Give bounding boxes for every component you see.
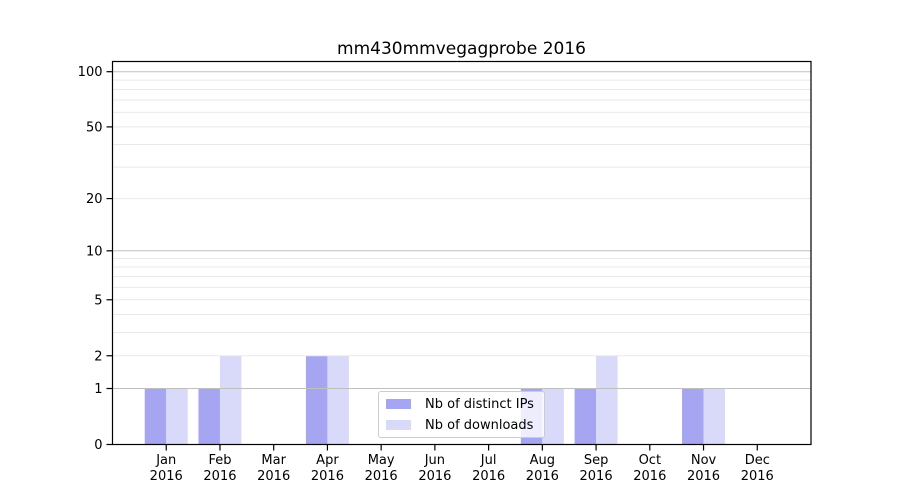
x-tick-label-month: May xyxy=(368,453,395,468)
x-tick-label-year: 2016 xyxy=(580,469,613,484)
bar-downloads-apr xyxy=(327,355,349,445)
x-tick-label-month: Feb xyxy=(208,453,231,468)
y-tick-label: 100 xyxy=(78,65,103,80)
x-tick-label-month: Apr xyxy=(316,453,339,468)
legend: Nb of distinct IPs Nb of downloads xyxy=(378,391,545,438)
x-tick-label-year: 2016 xyxy=(526,469,559,484)
legend-label-downloads: Nb of downloads xyxy=(425,417,534,433)
x-tick-label-month: Oct xyxy=(639,453,661,468)
bar-downloads-nov xyxy=(703,388,726,445)
y-tick-label: 5 xyxy=(94,293,102,308)
x-tick-label-year: 2016 xyxy=(418,469,451,484)
y-tick-label: 20 xyxy=(86,192,103,207)
plot-border xyxy=(111,60,812,446)
chart-title: mm430mmvegagprobe 2016 xyxy=(337,39,586,59)
bar-downloads-feb xyxy=(219,355,242,445)
x-tick-label-month: Jun xyxy=(424,453,445,468)
bar-ips-nov xyxy=(682,388,704,445)
x-tick-label-month: Aug xyxy=(530,453,555,468)
x-tick-label-year: 2016 xyxy=(741,469,774,484)
x-tick-label-year: 2016 xyxy=(150,469,183,484)
x-tick-label-month: Mar xyxy=(261,453,286,468)
legend-entry-downloads: Nb of downloads xyxy=(386,415,544,435)
bar-downloads-jan xyxy=(166,388,188,445)
x-tick-label-month: Jul xyxy=(480,453,497,468)
x-tick-label-month: Dec xyxy=(745,453,770,468)
bar-ips-sep xyxy=(574,388,597,445)
x-tick-label-year: 2016 xyxy=(472,469,505,484)
y-tick-label: 0 xyxy=(94,438,102,453)
x-tick-label-year: 2016 xyxy=(365,469,398,484)
x-tick-label-year: 2016 xyxy=(257,469,290,484)
x-tick-label-year: 2016 xyxy=(311,469,344,484)
bar-ips-jan xyxy=(144,388,167,445)
bar-downloads-aug xyxy=(542,388,564,445)
bar-ips-apr xyxy=(305,355,328,445)
x-tick-label-month: Sep xyxy=(584,453,609,468)
x-tick-label-month: Nov xyxy=(691,453,717,468)
legend-swatch-downloads xyxy=(386,420,411,430)
legend-swatch-distinct-ips xyxy=(386,399,411,409)
y-tick-label: 2 xyxy=(94,349,102,364)
x-tick-label-year: 2016 xyxy=(203,469,236,484)
bar-ips-feb xyxy=(198,388,220,445)
y-tick-label: 1 xyxy=(94,382,102,397)
x-tick-label-year: 2016 xyxy=(687,469,720,484)
legend-entry-distinct-ips: Nb of distinct IPs xyxy=(386,394,544,414)
y-tick-label: 10 xyxy=(86,244,103,259)
legend-label-distinct-ips: Nb of distinct IPs xyxy=(425,396,534,412)
y-tick-label: 50 xyxy=(86,120,103,135)
x-tick-label-year: 2016 xyxy=(633,469,666,484)
x-tick-label-month: Jan xyxy=(155,453,176,468)
bar-downloads-sep xyxy=(596,355,618,445)
